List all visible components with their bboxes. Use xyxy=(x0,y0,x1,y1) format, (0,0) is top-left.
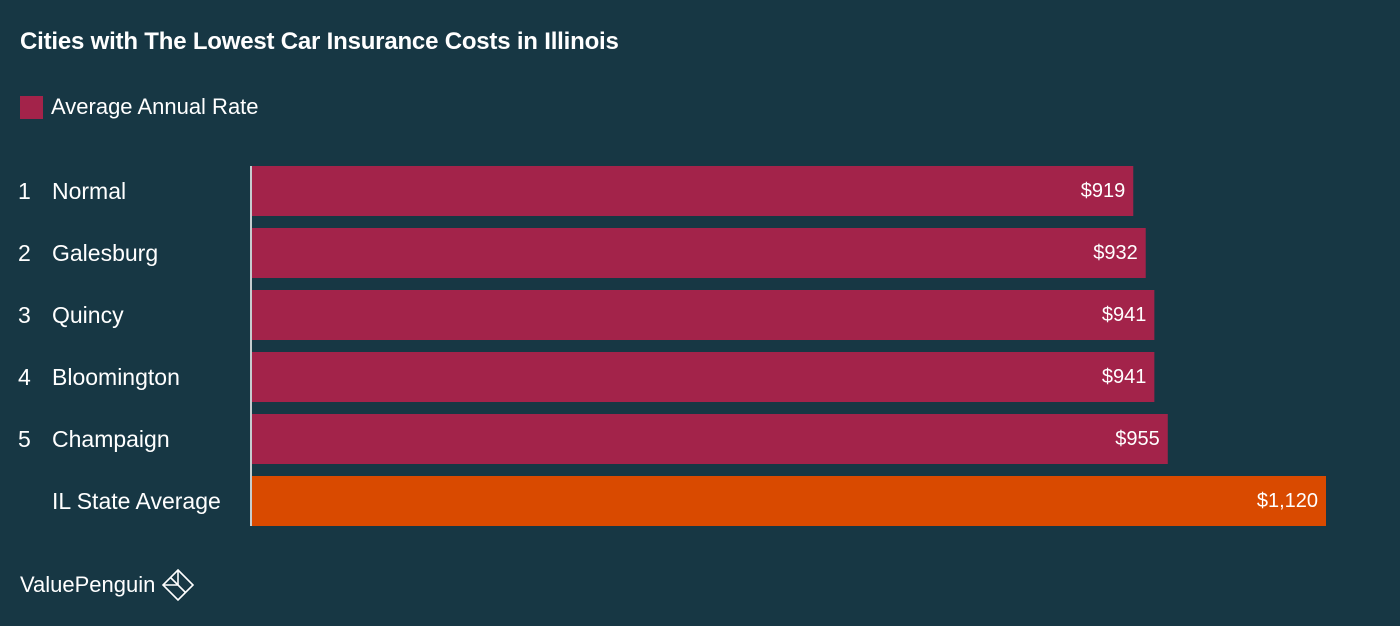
data-label: $941 xyxy=(1102,304,1147,326)
rank-label: 1 xyxy=(18,178,31,204)
rank-label: 5 xyxy=(18,426,31,452)
bar xyxy=(252,476,1326,526)
bar xyxy=(252,166,1134,216)
data-label: $941 xyxy=(1102,366,1147,388)
category-label: IL State Average xyxy=(52,488,221,514)
category-label: Champaign xyxy=(52,426,170,452)
data-label: $1,120 xyxy=(1257,490,1318,512)
rank-label: 2 xyxy=(18,240,31,266)
bar xyxy=(252,228,1146,278)
legend-label: Average Annual Rate xyxy=(51,94,259,119)
chart-title: Cities with The Lowest Car Insurance Cos… xyxy=(20,28,619,55)
valuepenguin-diamond-icon xyxy=(162,568,195,602)
legend-swatch xyxy=(20,95,43,119)
chart-legend: Average Annual Rate xyxy=(20,94,259,120)
rank-label: 4 xyxy=(18,364,31,390)
data-label: $919 xyxy=(1081,180,1126,202)
data-label: $955 xyxy=(1115,428,1160,450)
category-label: Normal xyxy=(52,178,126,204)
category-label: Bloomington xyxy=(52,364,180,390)
rank-label: 3 xyxy=(18,302,31,328)
category-label: Galesburg xyxy=(52,240,158,266)
brand-logo-text: ValuePenguin xyxy=(20,572,156,597)
brand-footer: ValuePenguin xyxy=(20,568,195,602)
bar xyxy=(252,290,1155,340)
bar xyxy=(252,414,1168,464)
data-label: $932 xyxy=(1093,242,1138,264)
bar xyxy=(252,352,1155,402)
category-label: Quincy xyxy=(52,302,124,328)
